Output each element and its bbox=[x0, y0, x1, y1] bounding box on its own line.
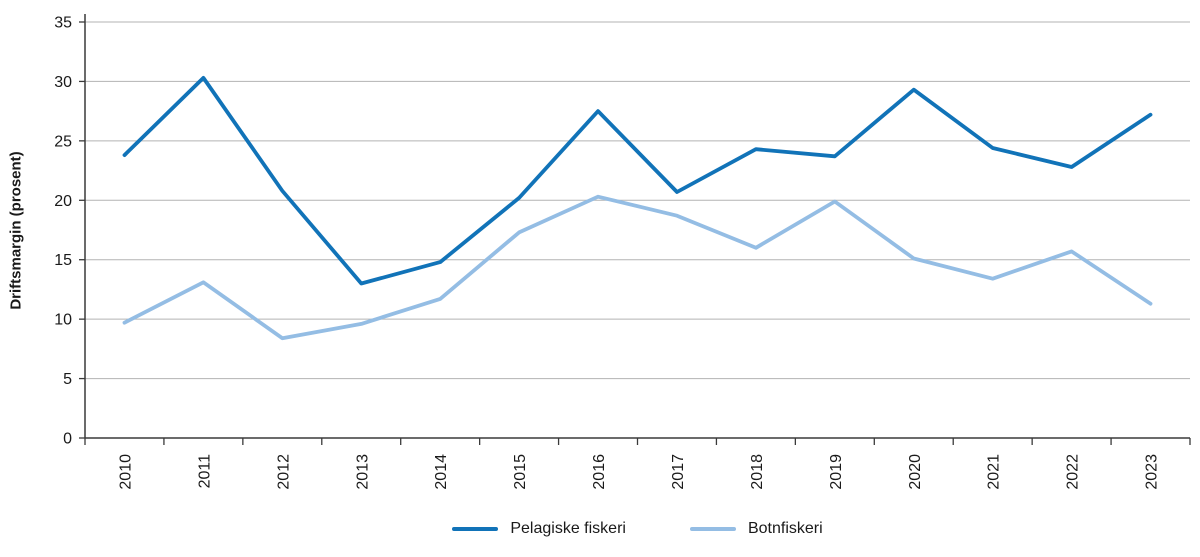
x-tick-label-2015: 2015 bbox=[512, 454, 529, 490]
legend-swatch-botnfiskeri bbox=[689, 527, 736, 531]
x-tick-label-2021: 2021 bbox=[986, 454, 1003, 490]
legend-item-pelagiske: Pelagiske fiskeri bbox=[452, 520, 626, 538]
x-tick-label-2013: 2013 bbox=[354, 454, 371, 490]
y-tick-label-0: 0 bbox=[63, 431, 72, 448]
x-tick-label-2018: 2018 bbox=[749, 454, 766, 490]
x-tick-label-2023: 2023 bbox=[1144, 454, 1161, 490]
x-tick-label-2022: 2022 bbox=[1065, 454, 1082, 490]
y-tick-label-20: 20 bbox=[54, 193, 72, 210]
legend-label-pelagiske: Pelagiske fiskeri bbox=[510, 520, 626, 537]
y-tick-label-10: 10 bbox=[54, 312, 72, 329]
y-tick-label-15: 15 bbox=[54, 252, 72, 269]
series-line-0 bbox=[122, 76, 1153, 286]
legend-label-botnfiskeri: Botnfiskeri bbox=[747, 520, 823, 537]
legend: Pelagiske fiskeri Botnfiskeri bbox=[85, 512, 1190, 546]
series-line-1 bbox=[122, 194, 1153, 341]
y-tick-label-5: 5 bbox=[63, 371, 72, 388]
x-tick-label-2019: 2019 bbox=[828, 454, 845, 490]
y-tick-label-35: 35 bbox=[54, 15, 72, 32]
x-tick-label-2012: 2012 bbox=[275, 454, 292, 490]
x-tick-label-2020: 2020 bbox=[907, 454, 924, 490]
x-tick-label-2017: 2017 bbox=[670, 454, 687, 490]
x-tick-label-2011: 2011 bbox=[196, 454, 213, 489]
legend-item-botnfiskeri: Botnfiskeri bbox=[689, 520, 823, 538]
y-tick-label-25: 25 bbox=[54, 133, 72, 150]
legend-swatch-pelagiske bbox=[452, 527, 499, 531]
x-tick-label-2010: 2010 bbox=[117, 454, 134, 490]
x-tick-label-2014: 2014 bbox=[433, 454, 450, 490]
y-tick-label-30: 30 bbox=[54, 74, 72, 91]
x-tick-label-2016: 2016 bbox=[591, 454, 608, 490]
